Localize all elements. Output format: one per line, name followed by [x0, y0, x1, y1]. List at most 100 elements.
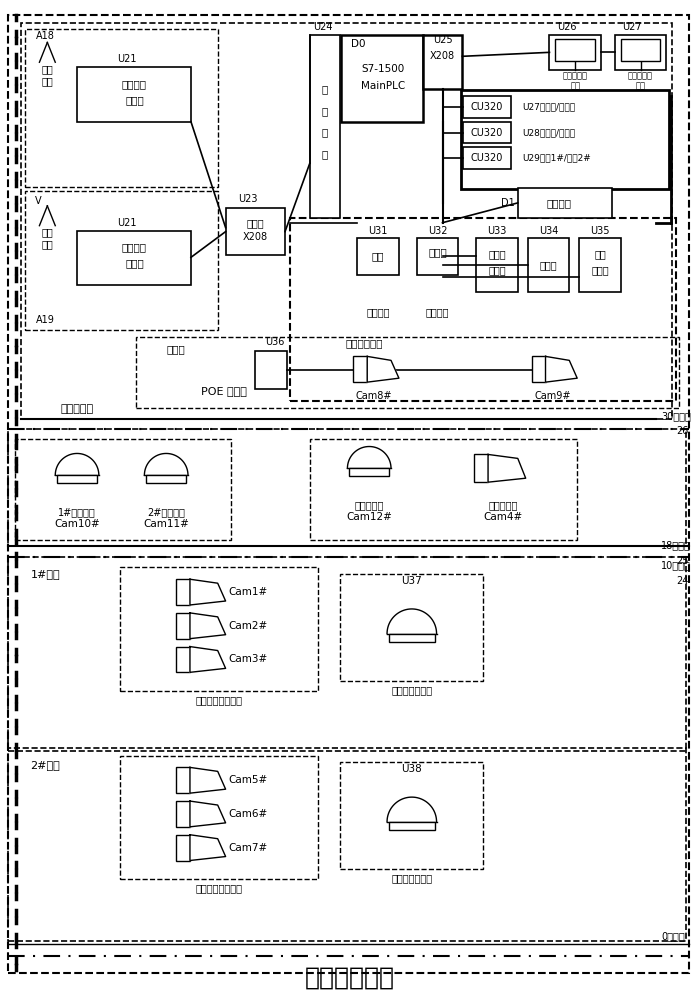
Text: 格雷母线: 格雷母线 [366, 307, 390, 317]
Text: Cam8#: Cam8# [356, 391, 393, 401]
Text: U34: U34 [539, 226, 558, 236]
Text: 天线: 天线 [41, 76, 53, 86]
Bar [176, 835, 190, 861]
Bar [531, 356, 545, 382]
Bar [176, 767, 190, 793]
Bar [25, 191, 218, 330]
Bar [310, 35, 340, 218]
Text: 频谱手操: 频谱手操 [547, 198, 572, 208]
Bar [136, 337, 679, 408]
Text: 防: 防 [321, 128, 328, 138]
Text: Cam12#: Cam12# [346, 512, 392, 522]
Text: Cam7#: Cam7# [229, 843, 268, 853]
Text: X208: X208 [430, 51, 455, 61]
Text: U27主小车/副小车: U27主小车/副小车 [523, 102, 576, 111]
Bar [354, 356, 368, 382]
Text: 格雷母线: 格雷母线 [426, 307, 449, 317]
Bar [176, 647, 190, 672]
Bar [416, 238, 459, 275]
Bar [310, 439, 578, 540]
Text: 无线视频: 无线视频 [122, 242, 147, 252]
Text: 主小车: 主小车 [428, 247, 447, 257]
Text: U25: U25 [433, 35, 452, 45]
Text: CU320: CU320 [471, 128, 503, 138]
Text: 电: 电 [321, 84, 328, 94]
Bar [550, 35, 601, 70]
Bar [57, 475, 97, 483]
Text: D1: D1 [501, 198, 514, 208]
Text: 10米平台: 10米平台 [662, 560, 692, 570]
Bar [176, 613, 190, 639]
Text: 雷: 雷 [321, 149, 328, 159]
Text: POE 交换机: POE 交换机 [201, 386, 246, 396]
Text: U32: U32 [428, 226, 447, 236]
Text: U38: U38 [401, 764, 422, 774]
Bar [389, 634, 435, 642]
Polygon shape [488, 454, 526, 482]
Bar [340, 574, 483, 681]
Text: A19: A19 [36, 315, 55, 325]
Text: 联动台: 联动台 [540, 260, 557, 270]
Bar [20, 23, 672, 419]
Bar [290, 218, 676, 401]
Text: 司机室: 司机室 [166, 344, 185, 354]
Text: 料篮坐标扫描仪: 料篮坐标扫描仪 [391, 685, 433, 695]
Text: U28主起升/副起升: U28主起升/副起升 [523, 128, 576, 137]
Polygon shape [190, 613, 225, 639]
Bar [8, 748, 686, 941]
Bar [77, 231, 191, 285]
Text: 2#料坑全景: 2#料坑全景 [147, 507, 185, 517]
Text: Cam3#: Cam3# [229, 654, 268, 664]
Text: U37: U37 [401, 576, 422, 586]
Bar [8, 557, 686, 751]
Text: 起重机本体: 起重机本体 [60, 404, 93, 414]
Text: D0: D0 [351, 39, 366, 49]
Polygon shape [190, 647, 225, 672]
Text: Cam9#: Cam9# [534, 391, 570, 401]
Text: 主起升高度: 主起升高度 [563, 72, 588, 81]
Text: U33: U33 [487, 226, 507, 236]
Bar [340, 762, 483, 869]
Text: V: V [34, 196, 41, 206]
Text: 客户端: 客户端 [125, 258, 144, 268]
Bar [474, 454, 488, 482]
Bar [120, 756, 318, 879]
Text: 无线通讯: 无线通讯 [122, 79, 147, 89]
Text: A18: A18 [36, 31, 55, 41]
Text: 0米平台: 0米平台 [662, 931, 685, 941]
Text: CU320: CU320 [471, 102, 503, 112]
Bar [423, 35, 462, 89]
Text: 1#料坑: 1#料坑 [31, 569, 60, 579]
Polygon shape [190, 835, 225, 861]
Text: U36: U36 [265, 337, 285, 347]
Text: U21: U21 [117, 54, 136, 64]
Text: 全向: 全向 [41, 64, 53, 74]
Bar [621, 39, 660, 61]
Bar [120, 567, 318, 691]
Text: Cam10#: Cam10# [54, 519, 100, 529]
Bar [176, 579, 190, 605]
Text: 主挂钩识别摄像头: 主挂钩识别摄像头 [195, 883, 242, 893]
Text: U35: U35 [590, 226, 610, 236]
Text: 起重机及料坑: 起重机及料坑 [304, 965, 394, 989]
Text: 全向: 全向 [41, 228, 53, 238]
Polygon shape [190, 579, 225, 605]
Bar [463, 96, 511, 118]
Text: 大车: 大车 [372, 251, 384, 261]
Bar [8, 429, 686, 546]
Bar [225, 208, 285, 255]
Text: 副起升高度: 副起升高度 [628, 72, 653, 81]
Text: 子: 子 [321, 106, 328, 116]
Text: MainPLC: MainPLC [361, 81, 405, 91]
Text: X208: X208 [243, 232, 268, 242]
Text: 副挂钩识别: 副挂钩识别 [488, 500, 517, 510]
Text: Cam1#: Cam1# [229, 587, 268, 597]
Text: U21: U21 [117, 218, 136, 228]
Bar [342, 35, 423, 122]
Text: U24: U24 [313, 22, 332, 32]
Text: 遥控器: 遥控器 [488, 249, 506, 259]
Bar [146, 475, 186, 483]
Bar [176, 801, 190, 827]
Text: Cam2#: Cam2# [229, 621, 268, 631]
Bar [15, 439, 230, 540]
